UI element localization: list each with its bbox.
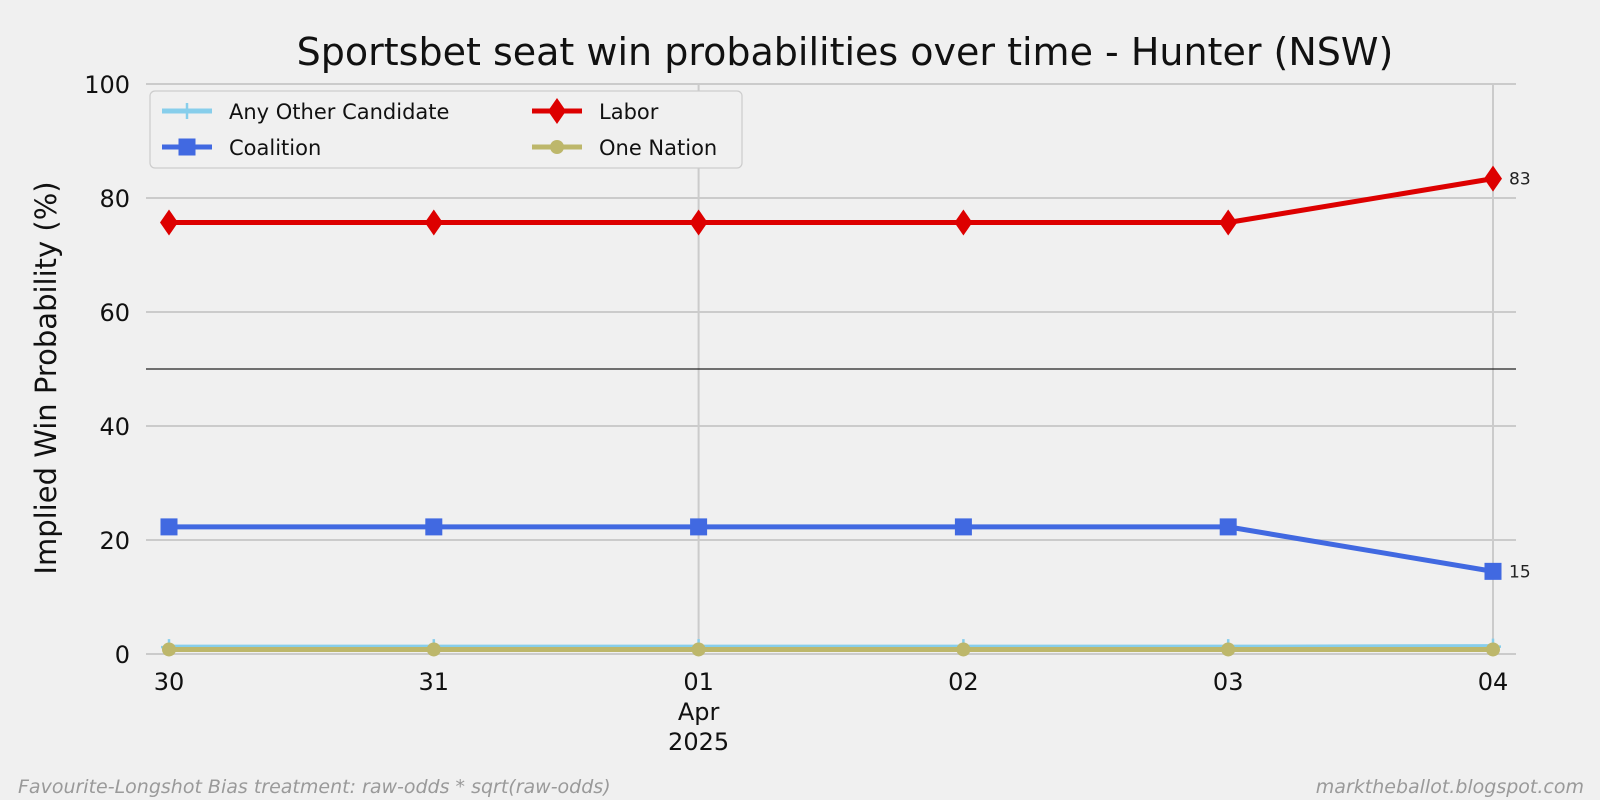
legend-item-labor: Labor xyxy=(532,98,659,124)
x-tick-label: 03 xyxy=(1213,668,1244,696)
x-tick-label: 04 xyxy=(1478,668,1509,696)
legend-marker xyxy=(550,140,564,154)
x-month-label: Apr xyxy=(678,698,720,726)
legend-marker xyxy=(178,138,196,156)
series-labor: 83 xyxy=(160,165,1531,236)
data-point-one-nation xyxy=(1221,642,1236,657)
legend-label: Labor xyxy=(599,100,659,124)
footer-source: marktheballot.blogspot.com xyxy=(1316,776,1584,798)
y-tick-label: 100 xyxy=(84,71,130,99)
series-line-coalition xyxy=(169,524,1494,574)
data-point-labor xyxy=(160,209,178,236)
data-point-one-nation xyxy=(956,642,971,657)
x-tick-label: 01 xyxy=(683,668,714,696)
data-point-labor xyxy=(1484,165,1502,192)
series-one-nation xyxy=(162,642,1500,657)
legend-label: One Nation xyxy=(599,136,717,160)
end-value-label-labor: 83 xyxy=(1509,170,1531,190)
x-tick-label: 31 xyxy=(419,668,450,696)
y-tick-label: 60 xyxy=(99,299,130,327)
legend-marker xyxy=(548,98,566,124)
series-line-labor xyxy=(169,176,1494,226)
legend: Any Other Candidate Coalition Labor One Nat… xyxy=(149,90,743,169)
data-point-labor xyxy=(1219,209,1238,236)
legend-box xyxy=(149,90,743,169)
data-point-one-nation xyxy=(691,642,706,657)
grid xyxy=(146,83,1516,655)
data-point-coalition xyxy=(1484,562,1502,580)
data-point-labor xyxy=(424,209,443,236)
series-any-other-candidate xyxy=(161,638,1501,656)
x-year-label: 2025 xyxy=(668,728,729,756)
end-value-label-coalition: 15 xyxy=(1509,562,1531,582)
data-point-coalition xyxy=(425,518,443,536)
data-point-one-nation xyxy=(162,642,176,657)
legend-label: Coalition xyxy=(229,136,321,160)
y-tick-label: 0 xyxy=(115,641,130,669)
x-tick-label: 02 xyxy=(948,668,979,696)
data-point-one-nation xyxy=(1486,642,1500,657)
series-coalition: 15 xyxy=(160,518,1531,582)
data-point-coalition xyxy=(954,518,972,536)
legend-marker xyxy=(179,103,195,119)
data-point-labor xyxy=(689,209,708,236)
footer-method-note: Favourite-Longshot Bias treatment: raw-o… xyxy=(18,776,611,798)
data-point-one-nation xyxy=(426,642,441,657)
y-tick-label: 80 xyxy=(99,185,130,213)
legend-item-any-other-candidate: Any Other Candidate xyxy=(162,100,449,124)
data-point-coalition xyxy=(690,518,708,536)
chart-title: Sportsbet seat win probabilities over ti… xyxy=(297,30,1394,74)
data-point-coalition xyxy=(160,518,178,536)
data-point-labor xyxy=(954,209,973,236)
legend-item-one-nation: One Nation xyxy=(532,136,717,160)
y-tick-label: 40 xyxy=(99,413,130,441)
y-tick-label: 20 xyxy=(99,527,130,555)
legend-label: Any Other Candidate xyxy=(229,100,449,124)
y-axis-label: Implied Win Probability (%) xyxy=(29,181,63,574)
legend-item-coalition: Coalition xyxy=(162,136,321,160)
data-point-coalition xyxy=(1219,518,1237,536)
x-tick-label: 30 xyxy=(154,668,185,696)
